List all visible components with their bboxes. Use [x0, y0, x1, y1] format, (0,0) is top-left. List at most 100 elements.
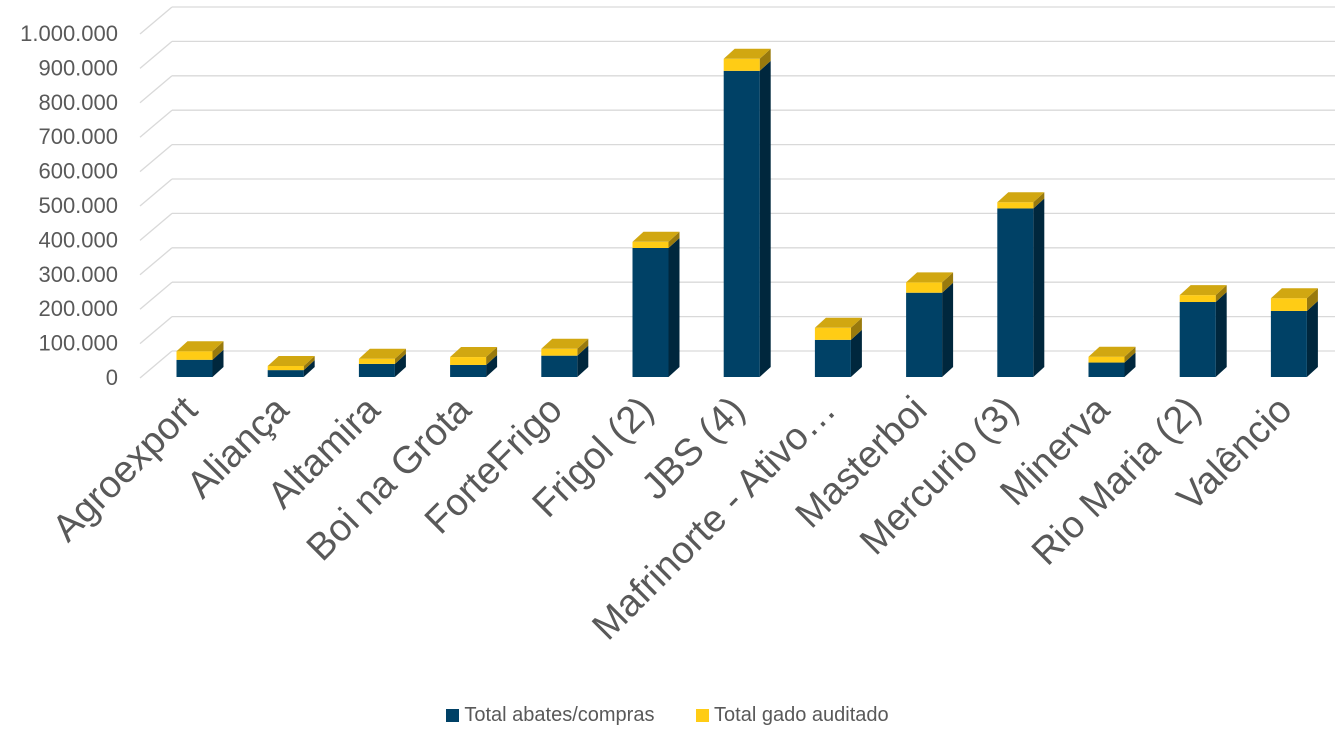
bar-segment-auditado [267, 355, 315, 371]
bar-front-face [997, 202, 1034, 209]
bar-segment-abates [632, 238, 680, 377]
bar-side-face [212, 349, 224, 377]
bar-top-face [1270, 288, 1318, 299]
bar-segment-auditado [1088, 346, 1136, 363]
gridline-depth [139, 316, 173, 345]
bar-front-face [1088, 356, 1125, 363]
gridline-depth [139, 178, 173, 207]
legend-item-series-1: Total gado auditado [696, 704, 889, 727]
bar-side-face [1215, 285, 1227, 303]
y-tick-label: 1.000.000 [20, 21, 118, 46]
bar-front-face [997, 208, 1034, 377]
bar-side-face [212, 341, 224, 360]
bar-side-face [303, 355, 315, 371]
y-axis-ticks: 0 100.000 200.000 300.000 400.000 500.000 600.… [20, 21, 118, 390]
bar-top-face [541, 338, 589, 349]
bar-segment-abates [267, 360, 315, 377]
bar-top-face [1179, 285, 1227, 296]
bar-top-face [358, 348, 406, 359]
legend: Total abates/compras Total gado auditado [0, 704, 1335, 727]
bar-top-face [723, 48, 771, 59]
bar-top-face [632, 231, 680, 242]
bar-side-face [942, 272, 954, 293]
bar-segment-abates [906, 282, 954, 377]
bar-segment-auditado [176, 341, 224, 360]
bar-side-face [850, 329, 862, 377]
bar-segment-abates [541, 345, 589, 377]
bar-side-face [1306, 288, 1318, 311]
bar-front-face [906, 282, 943, 293]
legend-item-series-0: Total abates/compras [446, 704, 654, 727]
bar-front-face [358, 363, 395, 377]
y-tick-label: 500.000 [38, 193, 118, 218]
bar-side-face [1124, 352, 1136, 377]
bar-side-face [303, 360, 315, 377]
bar-side-face [668, 238, 680, 377]
bar-front-face [814, 327, 851, 340]
bar-front-face [723, 58, 760, 71]
bar-segment-auditado [358, 348, 406, 364]
y-tick-label: 800.000 [38, 90, 118, 115]
bar-side-face [1306, 300, 1318, 377]
bar-segment-auditado [450, 347, 498, 365]
y-tick-label: 900.000 [38, 55, 118, 80]
legend-label: Total gado auditado [714, 704, 889, 726]
bar-side-face [1124, 346, 1136, 363]
bar-side-face [486, 347, 498, 365]
bar-segment-abates [450, 354, 498, 377]
bar-side-face [1215, 292, 1227, 377]
bar-front-face [176, 351, 213, 360]
bar-segment-abates [997, 198, 1045, 377]
bar-side-face [1033, 198, 1045, 377]
bar-front-face [1270, 298, 1307, 311]
y-tick-label: 200.000 [38, 296, 118, 321]
bar-side-face [486, 354, 498, 377]
bar-front-face [450, 364, 487, 377]
bar-side-face [577, 338, 589, 356]
bar-segment-auditado [632, 231, 680, 248]
legend-swatch-icon [446, 709, 460, 722]
bar-segment-abates [176, 349, 224, 377]
bar-front-face [358, 358, 395, 364]
y-tick-label: 400.000 [38, 227, 118, 252]
bar-front-face [632, 248, 669, 377]
bar-segment-auditado [906, 272, 954, 293]
bar-side-face [850, 317, 862, 340]
bar-front-face [541, 355, 578, 377]
gridline-depth [139, 350, 173, 379]
y-tick-label: 700.000 [38, 124, 118, 149]
gridline-depth [139, 6, 173, 35]
bar-segment-abates [1179, 292, 1227, 377]
bar-top-face [1088, 346, 1136, 357]
legend-label: Total abates/compras [464, 704, 655, 726]
bar-segment-auditado [1270, 288, 1318, 311]
bar-top-face [906, 272, 954, 283]
bar-top-face [450, 347, 498, 358]
x-tick-label: Agroexport [45, 388, 206, 549]
gridline-depth [139, 247, 173, 276]
legend-swatch-icon [696, 709, 710, 722]
bar-front-face [176, 359, 213, 377]
bar-segment-auditado [723, 48, 771, 71]
gridline-depth [139, 144, 173, 173]
bar-side-face [394, 353, 406, 377]
bar-side-face [759, 48, 771, 71]
bar-chart: 0 100.000 200.000 300.000 400.000 500.000 600.… [20, 6, 1335, 648]
bar-front-face [723, 70, 760, 377]
y-tick-label: 300.000 [38, 262, 118, 287]
gridline-depth [139, 212, 173, 241]
bar-segment-abates [814, 329, 862, 377]
bar-front-face [1179, 302, 1216, 377]
bar-segment-abates [358, 353, 406, 377]
bar-top-face [267, 355, 315, 366]
bar-segment-auditado [997, 192, 1045, 209]
bar-side-face [942, 282, 954, 377]
bar-segment-abates [1270, 300, 1318, 377]
bars [176, 48, 1318, 378]
bar-side-face [668, 231, 680, 248]
bar-front-face [267, 370, 304, 377]
bar-front-face [1088, 362, 1125, 377]
bar-side-face [577, 345, 589, 377]
